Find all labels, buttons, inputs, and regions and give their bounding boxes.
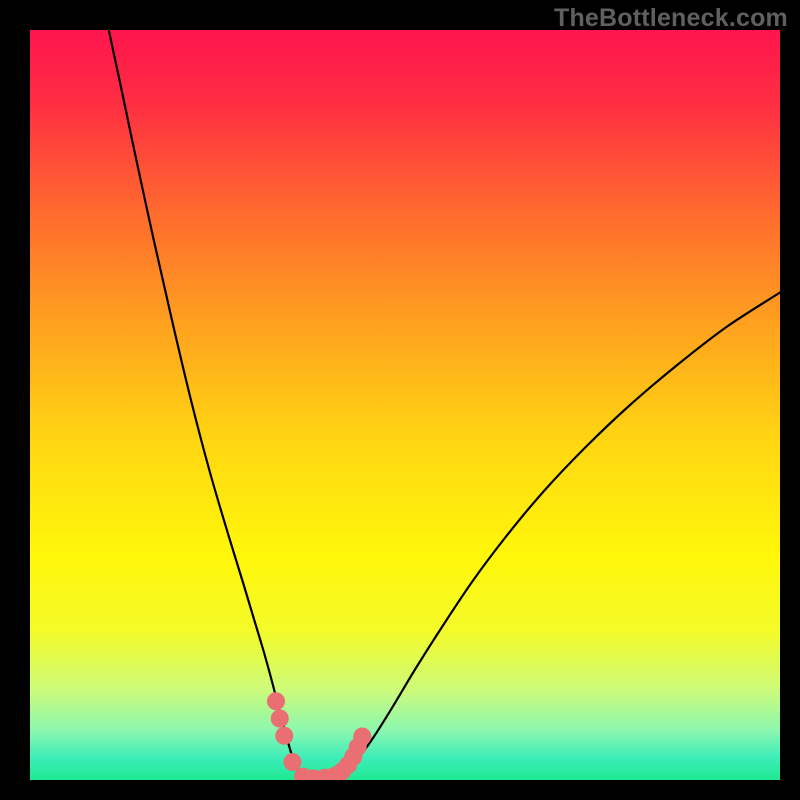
marker-dot	[271, 710, 289, 728]
marker-dot	[267, 692, 285, 710]
marker-dot	[275, 727, 293, 745]
gradient-background	[30, 30, 780, 780]
plot-area	[30, 30, 780, 780]
chart-svg	[30, 30, 780, 780]
marker-dot	[284, 753, 302, 771]
marker-dot	[353, 728, 371, 746]
figure-canvas: TheBottleneck.com	[0, 0, 800, 800]
watermark-text: TheBottleneck.com	[554, 4, 788, 33]
